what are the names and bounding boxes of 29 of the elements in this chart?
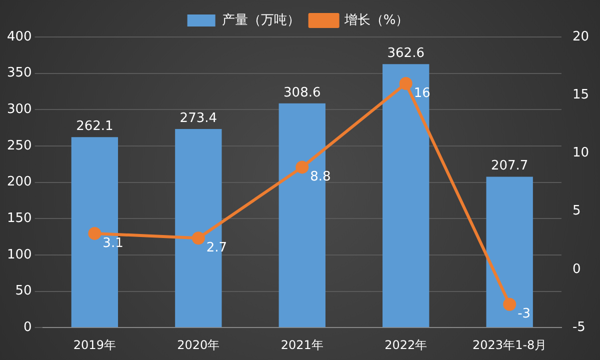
y-tick-label: 200: [6, 174, 32, 190]
y-tick-label: 100: [6, 247, 32, 262]
x-tick-label: 2020年: [177, 338, 220, 352]
y-tick-label: 250: [6, 138, 32, 154]
data-label: 362.6: [387, 46, 424, 62]
y2-tick-label: 0: [572, 262, 581, 277]
y2-tick-label: 15: [572, 87, 590, 102]
y-tick-label: 150: [6, 211, 32, 226]
x-tick-label: 2023年1-8月: [472, 338, 547, 352]
data-label: 16: [414, 86, 430, 101]
y2-tick-label: 10: [572, 146, 590, 161]
data-label: 207.7: [490, 158, 528, 174]
x-tick-label: 2021年: [280, 338, 324, 352]
y-tick-label: 50: [15, 284, 32, 299]
data-label: 273.4: [180, 110, 218, 126]
legend-label: 产量（万吨）: [222, 12, 300, 28]
y-tick-label: 300: [6, 102, 32, 118]
y2-tick-label: -5: [572, 320, 586, 335]
y-tick-label: 400: [6, 29, 32, 44]
data-label: 308.6: [284, 85, 321, 100]
x-tick-label: 2019年: [73, 338, 116, 352]
data-label: 262.1: [76, 119, 114, 134]
y-tick-label: 0: [24, 320, 32, 335]
legend-label: 增长（%）: [343, 12, 409, 28]
y2-tick-label: 20: [572, 29, 590, 44]
y2-tick-label: 5: [572, 204, 581, 219]
x-tick-label: 2022年: [384, 338, 428, 352]
data-label: -3: [518, 306, 531, 322]
y-tick-label: 350: [6, 66, 32, 81]
